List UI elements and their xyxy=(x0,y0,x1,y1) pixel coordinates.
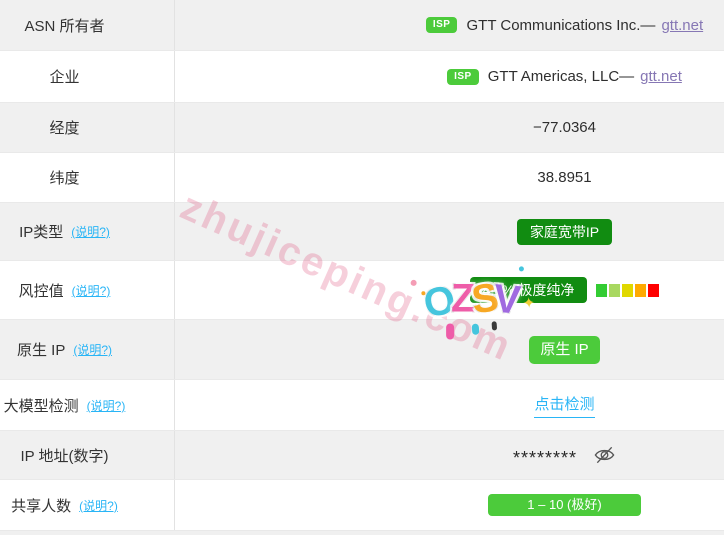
table-row-risk-value: 风控值 (说明?) 4.1% 极度纯净 xyxy=(0,261,724,320)
risk-seg-red xyxy=(648,283,660,297)
row-value-cell: −77.0364 xyxy=(175,103,724,152)
row-label-cell: 大模型检测 (说明?) xyxy=(0,380,175,430)
row-label-cell: IP类型 (说明?) xyxy=(0,203,175,260)
eye-off-icon xyxy=(594,446,615,464)
asn-owner-link[interactable]: gtt.net xyxy=(661,16,704,34)
row-label: 原生 IP xyxy=(16,342,66,359)
risk-help-link[interactable]: (说明?) xyxy=(71,283,111,298)
row-value-cell: 点击检测 xyxy=(175,380,724,430)
row-value-cell: 1 – 10 (极好) xyxy=(175,480,724,530)
table-row-company: 企业 ISP GTT Americas, LLC— gtt.net xyxy=(0,51,724,103)
risk-seg-green xyxy=(596,283,608,297)
row-value-cell: ISP GTT Americas, LLC— gtt.net xyxy=(175,51,724,102)
row-value-cell: ISP GTT Communications Inc.— gtt.net xyxy=(175,0,724,50)
risk-scale-bar xyxy=(596,283,660,297)
longitude-value: −77.0364 xyxy=(533,119,596,136)
table-row-asn-owner: ASN 所有者 ISP GTT Communications Inc.— gtt… xyxy=(0,0,724,51)
table-row-latitude: 纬度 38.8951 xyxy=(0,153,724,203)
company-text: GTT Americas, LLC— xyxy=(487,68,635,85)
table-row-ip-type: IP类型 (说明?) 家庭宽带IP xyxy=(0,203,724,261)
row-label-cell: 原生 IP (说明?) xyxy=(0,320,175,379)
table-row-longitude: 经度 −77.0364 xyxy=(0,103,724,153)
row-label-cell: 风控值 (说明?) xyxy=(0,261,175,319)
row-label-cell: IP 地址(数字) xyxy=(0,431,175,479)
row-label: 大模型检测 xyxy=(3,397,79,415)
row-label: 共享人数 xyxy=(11,497,72,515)
latitude-value: 38.8951 xyxy=(537,169,592,186)
row-label-cell: 经度 xyxy=(0,103,175,152)
row-label-cell: 纬度 xyxy=(0,153,175,202)
llm-detect-help-link[interactable]: (说明?) xyxy=(86,398,126,413)
row-label-cell: 企业 xyxy=(0,51,175,102)
ip-type-badge: 家庭宽带IP xyxy=(516,218,613,245)
risk-seg-light-green xyxy=(609,283,621,297)
row-label: 经度 xyxy=(49,120,80,137)
row-label: 纬度 xyxy=(49,170,80,187)
risk-seg-orange xyxy=(635,283,647,297)
row-value-cell: 4.1% 极度纯净 xyxy=(175,261,724,319)
next-row-partial xyxy=(0,531,724,535)
table-row-native-ip: 原生 IP (说明?) 原生 IP xyxy=(0,320,724,380)
row-label: IP类型 xyxy=(19,224,64,241)
shared-users-badge: 1 – 10 (极好) xyxy=(488,494,641,516)
company-link[interactable]: gtt.net xyxy=(640,68,682,85)
risk-seg-yellow xyxy=(622,283,634,297)
isp-badge: ISP xyxy=(425,17,458,33)
isp-badge: ISP xyxy=(447,68,479,85)
click-detect-link[interactable]: 点击检测 xyxy=(534,393,595,418)
native-ip-help-link[interactable]: (说明?) xyxy=(73,343,112,357)
asn-owner-text: GTT Communications Inc.— xyxy=(466,16,656,34)
table-row-llm-detect: 大模型检测 (说明?) 点击检测 xyxy=(0,380,724,431)
row-value-cell: 家庭宽带IP xyxy=(175,203,724,260)
row-label-cell: 共享人数 (说明?) xyxy=(0,480,175,530)
shared-users-help-link[interactable]: (说明?) xyxy=(79,498,118,513)
masked-ip-value: ******** xyxy=(512,448,578,468)
row-value-cell: 38.8951 xyxy=(175,153,724,202)
row-label: IP 地址(数字) xyxy=(20,447,109,465)
row-label: ASN 所有者 xyxy=(24,17,105,35)
row-value-cell: ******** xyxy=(175,431,724,479)
table-row-ip-number: IP 地址(数字) ******** xyxy=(0,431,724,480)
ip-type-help-link[interactable]: (说明?) xyxy=(71,225,110,239)
risk-value-badge: 4.1% 极度纯净 xyxy=(469,277,588,303)
row-label: 企业 xyxy=(49,69,80,86)
row-value-cell: 原生 IP xyxy=(175,320,724,379)
row-label-cell: ASN 所有者 xyxy=(0,0,175,50)
row-label: 风控值 xyxy=(18,282,64,300)
native-ip-badge: 原生 IP xyxy=(529,335,600,364)
reveal-ip-toggle[interactable] xyxy=(593,445,616,465)
table-row-shared-users: 共享人数 (说明?) 1 – 10 (极好) xyxy=(0,480,724,531)
